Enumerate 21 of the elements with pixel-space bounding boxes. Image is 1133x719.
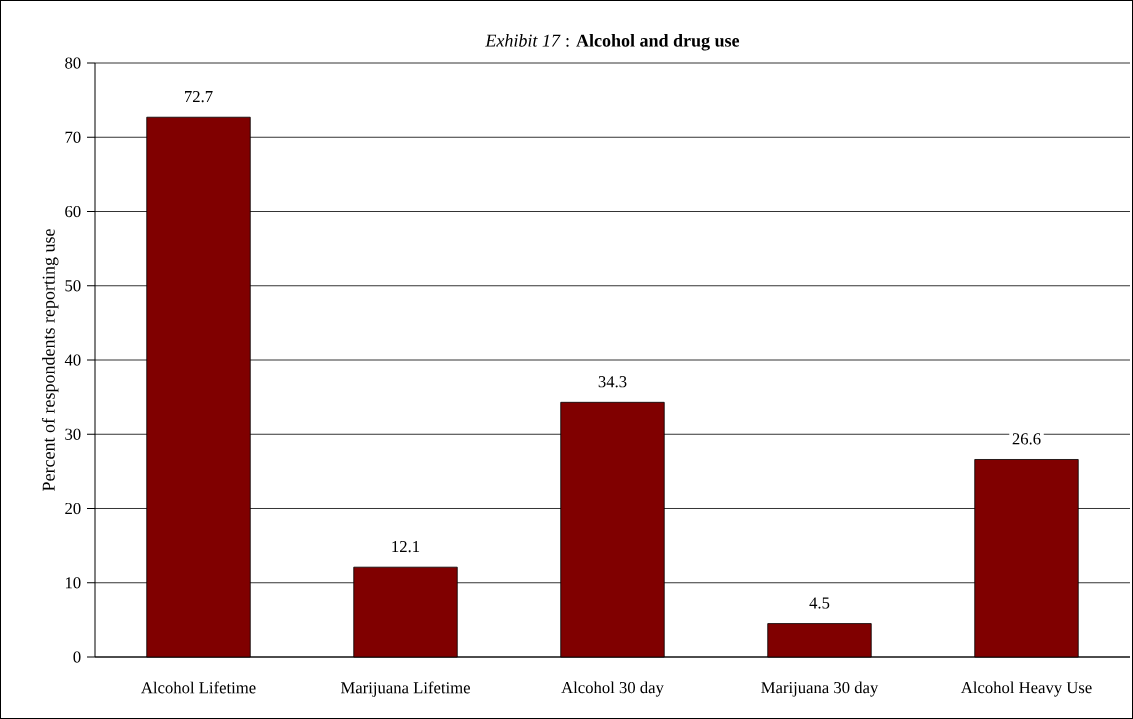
x-tick-label: Alcohol Lifetime: [141, 681, 256, 694]
y-tick-label: 30: [65, 428, 81, 440]
y-axis-title: Percent of respondents reporting use: [41, 229, 59, 491]
y-tick-label: 80: [65, 57, 81, 69]
data-label: 34.3: [598, 376, 627, 388]
data-label: 12.1: [392, 540, 420, 553]
y-tick-label: 70: [65, 131, 81, 143]
y-tick-label: 10: [65, 577, 81, 589]
chart-title: Exhibit 17 : Alcohol and drug use: [485, 34, 740, 51]
x-tick-label: Alcohol Heavy Use: [960, 681, 1092, 697]
x-tick-label: Marijuana 30 day: [761, 681, 879, 697]
data-label: 72.7: [185, 91, 213, 103]
y-tick-label: 20: [65, 502, 81, 515]
y-tick-label: 50: [65, 280, 81, 292]
x-tick-label: Alcohol 30 day: [561, 681, 664, 697]
x-tick-label: Marijuana Lifetime: [340, 681, 470, 697]
y-tick-label: 0: [73, 651, 81, 663]
y-tick-label: 60: [65, 205, 81, 218]
data-label: 4.5: [809, 597, 830, 609]
y-tick-label: 40: [64, 354, 81, 366]
data-label: 26.6: [1012, 433, 1041, 445]
